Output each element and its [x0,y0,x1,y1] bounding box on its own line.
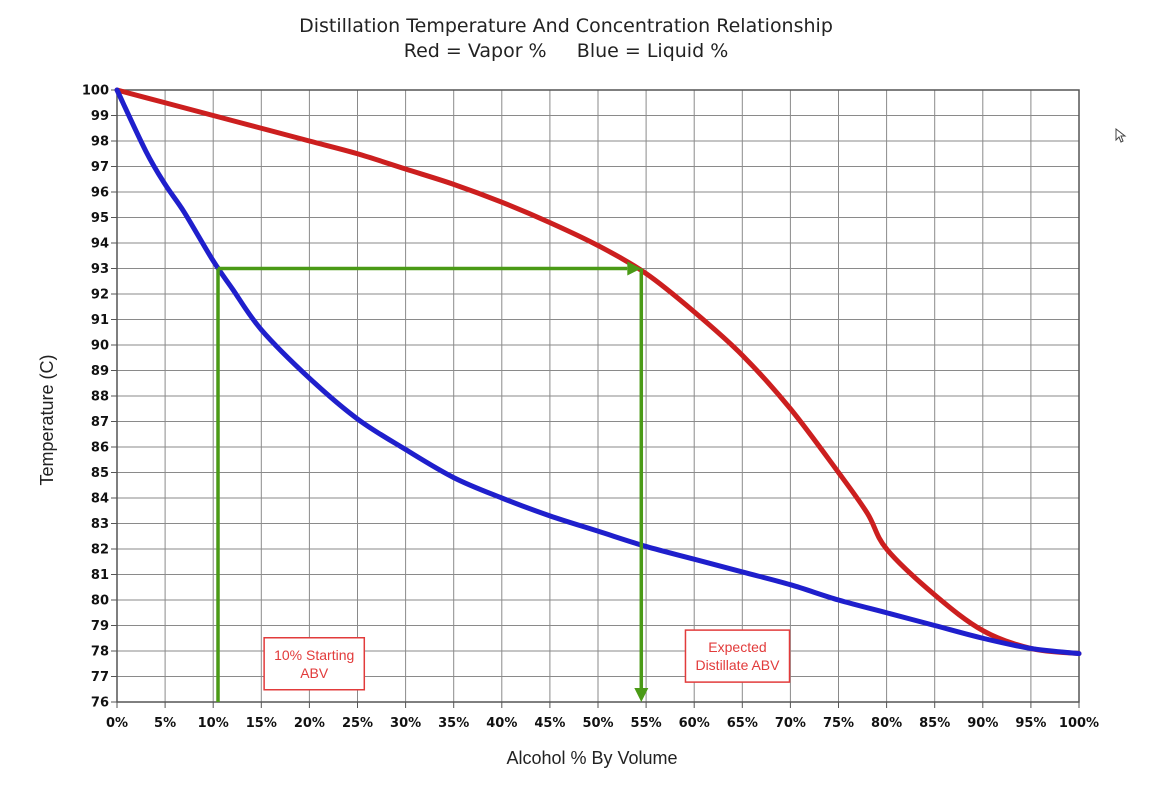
x-tick-label: 25% [342,716,373,731]
x-tick-label: 55% [631,716,662,731]
y-axis-ticks: 76 77 78 79 80 81 82 83 84 85 86 87 88 89 90 91 92 93 94 95… [82,84,117,711]
guide-arrowhead [627,261,642,276]
x-tick-label: 40% [486,716,517,731]
x-axis-label: Alcohol % By Volume [506,748,677,768]
y-tick-label: 76 [91,696,109,711]
y-tick-label: 78 [91,645,109,660]
x-axis-ticks: 0% 5% 10% 15% 20% 25% 30% 35% 40% 45% 50% 55% 60% 65%… [106,702,1099,731]
y-tick-label: 88 [91,390,109,405]
x-tick-label: 0% [106,716,128,731]
y-tick-label: 91 [91,313,109,328]
x-tick-label: 20% [294,716,325,731]
x-tick-label: 75% [823,716,854,731]
y-tick-label: 97 [91,160,109,175]
chart-title: Distillation Temperature And Concentrati… [299,15,833,37]
y-tick-label: 87 [91,415,109,430]
y-tick-label: 79 [91,619,109,634]
x-tick-label: 10% [198,716,229,731]
y-tick-label: 82 [91,543,109,558]
annotations-group: 10% Starting ABV Expected Distillate ABV [263,629,791,691]
y-tick-label: 98 [91,135,109,150]
x-tick-label: 15% [246,716,277,731]
chart-subtitle: Red = Vapor % Blue = Liquid % [404,40,729,62]
x-tick-label: 45% [534,716,565,731]
annotation-text: Distillate ABV [695,657,780,673]
guides-group [216,261,649,702]
x-tick-label: 100% [1059,716,1099,731]
x-tick-label: 35% [438,716,469,731]
y-tick-label: 86 [91,441,109,456]
y-tick-label: 96 [91,186,109,201]
liquid-curve [114,87,1082,657]
x-tick-label: 50% [582,716,613,731]
x-tick-label: 85% [919,716,950,731]
x-tick-label: 30% [390,716,421,731]
y-tick-label: 99 [91,109,109,124]
x-tick-label: 95% [1015,716,1046,731]
y-tick-label: 80 [91,594,109,609]
y-tick-label: 93 [91,262,109,277]
y-tick-label: 81 [91,568,109,583]
annotation-text: 10% Starting [274,647,354,663]
x-tick-label: 80% [871,716,902,731]
x-tick-label: 60% [679,716,710,731]
annotation-box [684,629,791,683]
grid [116,89,1080,703]
mouse-pointer-icon [1115,128,1127,143]
y-tick-label: 83 [91,517,109,532]
y-tick-label: 95 [91,211,109,226]
y-tick-label: 90 [91,339,109,354]
guide-arrowhead [634,688,649,702]
x-tick-label: 70% [775,716,806,731]
x-tick-label: 65% [727,716,758,731]
x-tick-label: 5% [154,716,176,731]
y-tick-label: 84 [91,492,109,507]
annotation-text: Expected [708,639,766,655]
annotation-text: ABV [300,665,329,681]
y-tick-label: 100 [82,84,109,99]
y-tick-label: 85 [91,466,109,481]
y-tick-label: 77 [91,670,109,685]
y-axis-label: Temperature (C) [37,354,57,485]
annotation-box [263,637,366,691]
y-tick-label: 92 [91,288,109,303]
y-tick-label: 89 [91,364,109,379]
x-tick-label: 90% [967,716,998,731]
y-tick-label: 94 [91,237,109,252]
